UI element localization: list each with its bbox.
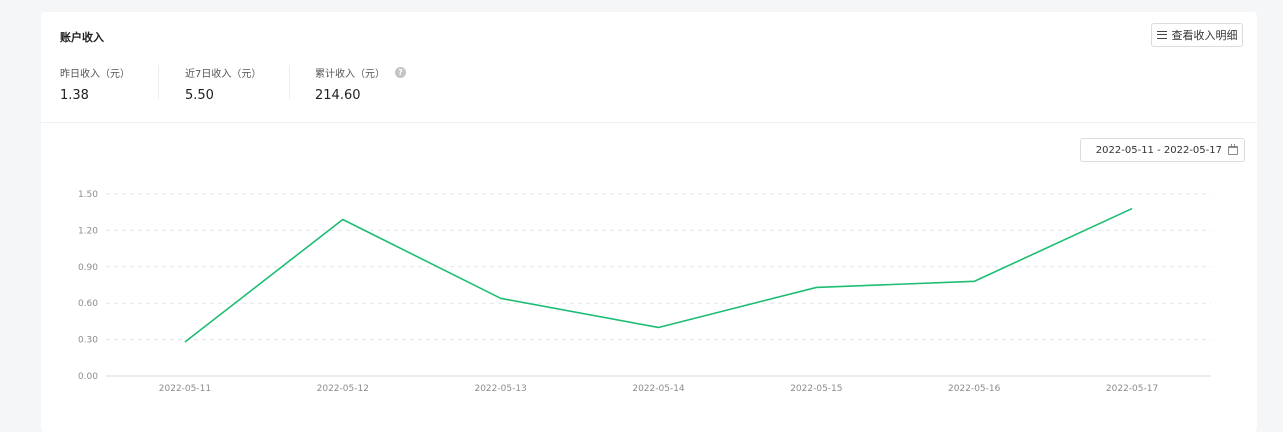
stat-total-label-text: 累计收入（元）: [315, 69, 385, 80]
stat-total-value: 214.60: [315, 88, 361, 103]
data-point[interactable]: [656, 324, 662, 330]
income-series-line: [184, 207, 1133, 343]
x-tick-label: 2022-05-16: [948, 384, 1001, 394]
data-point[interactable]: [813, 284, 819, 290]
y-tick-label: 0.30: [78, 336, 98, 346]
x-tick-label: 2022-05-11: [159, 384, 211, 394]
data-point[interactable]: [971, 278, 977, 284]
date-range-picker[interactable]: 2022-05-11 - 2022-05-17: [1080, 138, 1245, 162]
view-income-details-label: 查看收入明细: [1171, 29, 1238, 42]
stat-divider: [158, 65, 159, 99]
list-icon: [1156, 31, 1167, 39]
y-tick-label: 0.00: [78, 372, 98, 382]
stat-divider: [289, 65, 290, 99]
data-point[interactable]: [340, 216, 346, 222]
view-income-details-button[interactable]: 查看收入明细: [1151, 23, 1243, 47]
stat-last7days: 近7日收入（元） 5.50: [185, 65, 262, 103]
stat-last7days-label: 近7日收入（元）: [185, 69, 262, 80]
income-card: 账户收入 查看收入明细 昨日收入（元） 1.38 近7日收入（元） 5.50 累…: [41, 12, 1257, 432]
stat-total: 累计收入（元） ? 214.60: [315, 65, 406, 103]
y-tick-label: 1.50: [78, 190, 98, 200]
stat-yesterday-label: 昨日收入（元）: [60, 69, 130, 80]
stat-yesterday-value: 1.38: [60, 88, 89, 103]
card-title: 账户收入: [60, 31, 104, 44]
data-point[interactable]: [498, 295, 504, 301]
section-divider: [41, 122, 1257, 123]
x-tick-label: 2022-05-14: [632, 384, 685, 394]
calendar-icon: [1228, 143, 1238, 155]
help-icon[interactable]: ?: [395, 67, 406, 78]
x-tick-label: 2022-05-13: [474, 384, 526, 394]
stat-last7days-value: 5.50: [185, 88, 214, 103]
x-tick-label: 2022-05-12: [317, 384, 369, 394]
y-tick-label: 0.60: [78, 299, 98, 309]
x-tick-label: 2022-05-15: [790, 384, 842, 394]
y-tick-label: 0.90: [78, 263, 98, 273]
y-tick-label: 1.20: [78, 226, 98, 236]
data-point[interactable]: [182, 339, 188, 345]
data-point[interactable]: [1129, 206, 1135, 212]
income-line-chart: 0.00 0.30 0.60 0.90 1.20 1.50 2022-05-11 2022-0…: [78, 190, 1211, 394]
stat-total-label: 累计收入（元） ?: [315, 65, 406, 80]
date-range-value: 2022-05-11 - 2022-05-17: [1095, 144, 1222, 156]
stat-yesterday: 昨日收入（元） 1.38: [60, 65, 130, 103]
x-tick-label: 2022-05-17: [1106, 384, 1158, 394]
